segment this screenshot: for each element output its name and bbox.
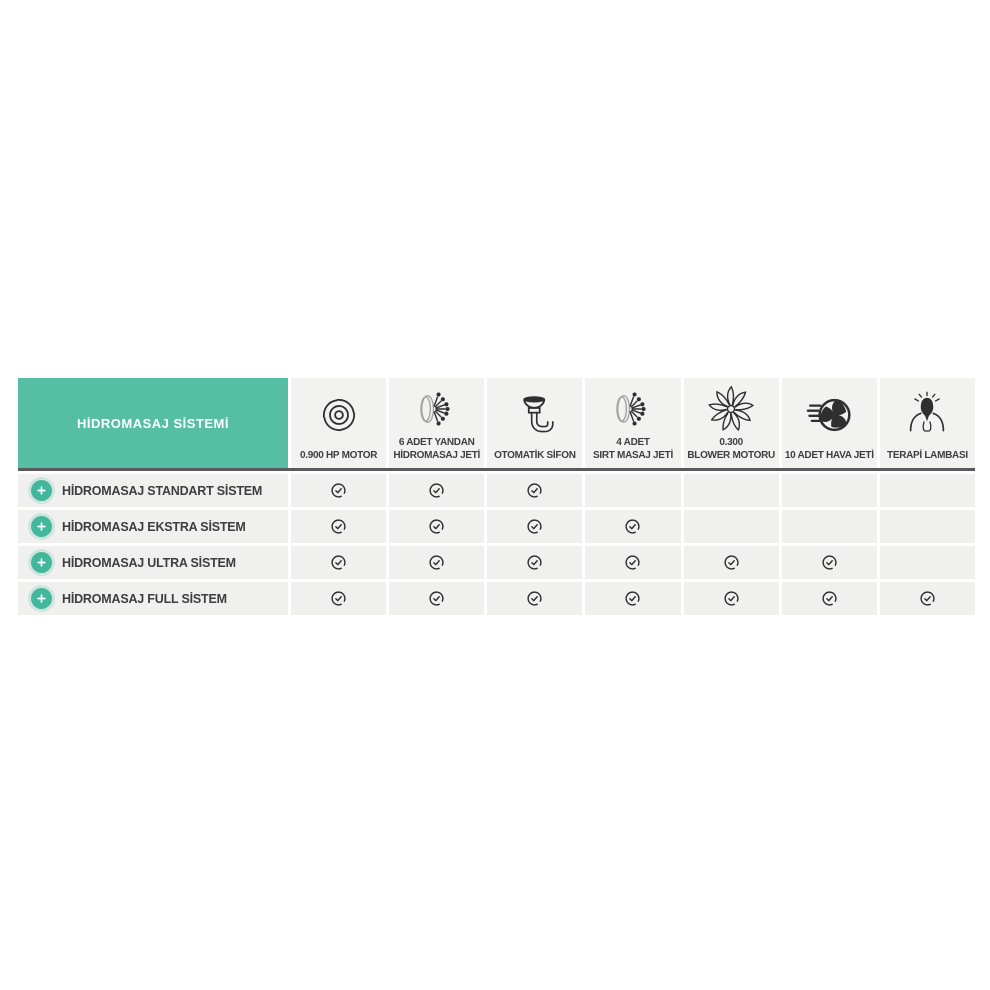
feature-included-cell — [781, 582, 877, 615]
therapy-lamp-icon — [900, 390, 954, 440]
feature-empty-cell — [879, 510, 975, 543]
feature-included-cell — [487, 582, 583, 615]
feature-empty-cell — [781, 510, 877, 543]
feature-included-cell — [291, 474, 387, 507]
system-row-label: HİDROMASAJ EKSTRA SİSTEM — [62, 519, 246, 534]
feature-included-cell — [585, 546, 681, 579]
feature-included-cell — [291, 546, 387, 579]
feature-included-cell — [683, 546, 779, 579]
check-icon — [624, 590, 641, 607]
header-divider — [18, 468, 975, 471]
feature-included-cell — [585, 582, 681, 615]
feature-included-cell — [781, 546, 877, 579]
check-icon — [428, 554, 445, 571]
feature-column-label: 4 ADET SIRT MASAJ JETİ — [593, 437, 673, 461]
feature-empty-cell — [585, 474, 681, 507]
plus-icon — [36, 485, 47, 496]
check-icon — [723, 590, 740, 607]
plus-icon — [36, 521, 47, 532]
system-row-header: HİDROMASAJ FULL SİSTEM — [18, 582, 288, 615]
motor-icon — [312, 390, 366, 440]
feature-column-header: 6 ADET YANDAN HİDROMASAJ JETİ — [389, 378, 485, 468]
feature-column-header: TERAPİ LAMBASI — [879, 378, 975, 468]
feature-column-header: 4 ADET SIRT MASAJ JETİ — [585, 378, 681, 468]
feature-included-cell — [389, 474, 485, 507]
check-icon — [428, 518, 445, 535]
plus-icon — [36, 557, 47, 568]
feature-comparison-table: HİDROMASAJ SİSTEMİ 0.900 HP MOTOR 6 ADET … — [18, 378, 975, 615]
feature-column-header: OTOMATİK SİFON — [487, 378, 583, 468]
expand-row-button[interactable] — [31, 588, 52, 609]
feature-column-header: 0.300 BLOWER MOTORU — [683, 378, 779, 468]
system-row-header: HİDROMASAJ STANDART SİSTEM — [18, 474, 288, 507]
check-icon — [428, 482, 445, 499]
check-icon — [821, 590, 838, 607]
feature-included-cell — [389, 510, 485, 543]
feature-included-cell — [487, 510, 583, 543]
back-jet-icon — [606, 384, 660, 434]
table-title: HİDROMASAJ SİSTEMİ — [76, 415, 229, 431]
system-row-header: HİDROMASAJ EKSTRA SİSTEM — [18, 510, 288, 543]
feature-empty-cell — [879, 546, 975, 579]
feature-column-label: 10 ADET HAVA JETİ — [784, 450, 874, 461]
feature-column-label: 0.900 HP MOTOR — [300, 450, 378, 461]
check-icon — [428, 590, 445, 607]
check-icon — [526, 518, 543, 535]
expand-row-button[interactable] — [31, 516, 52, 537]
feature-column-label: OTOMATİK SİFON — [494, 450, 576, 461]
check-icon — [526, 554, 543, 571]
check-icon — [330, 518, 347, 535]
feature-included-cell — [291, 582, 387, 615]
check-icon — [526, 482, 543, 499]
blower-icon — [704, 384, 758, 434]
hydro-jet-icon — [410, 384, 464, 434]
feature-column-label: 6 ADET YANDAN HİDROMASAJ JETİ — [393, 437, 481, 461]
feature-included-cell — [879, 582, 975, 615]
feature-column-label: 0.300 BLOWER MOTORU — [687, 437, 775, 461]
feature-empty-cell — [683, 474, 779, 507]
feature-included-cell — [683, 582, 779, 615]
system-row-label: HİDROMASAJ STANDART SİSTEM — [62, 483, 263, 498]
expand-row-button[interactable] — [31, 552, 52, 573]
feature-empty-cell — [683, 510, 779, 543]
table-title-cell: HİDROMASAJ SİSTEMİ — [18, 378, 288, 468]
feature-included-cell — [389, 546, 485, 579]
feature-column-header: 0.900 HP MOTOR — [291, 378, 387, 468]
table-header-row: HİDROMASAJ SİSTEMİ 0.900 HP MOTOR 6 ADET … — [18, 378, 975, 468]
check-icon — [723, 554, 740, 571]
check-icon — [330, 554, 347, 571]
table-body: HİDROMASAJ STANDART SİSTEM HİDROMASAJ EKS… — [18, 474, 975, 615]
check-icon — [919, 590, 936, 607]
expand-row-button[interactable] — [31, 480, 52, 501]
feature-column-label: TERAPİ LAMBASI — [887, 450, 968, 461]
system-row-header: HİDROMASAJ ULTRA SİSTEM — [18, 546, 288, 579]
check-icon — [821, 554, 838, 571]
system-row-label: HİDROMASAJ FULL SİSTEM — [62, 591, 227, 606]
feature-empty-cell — [879, 474, 975, 507]
feature-included-cell — [291, 510, 387, 543]
check-icon — [330, 590, 347, 607]
check-icon — [624, 518, 641, 535]
system-row-label: HİDROMASAJ ULTRA SİSTEM — [62, 555, 236, 570]
air-jet-icon — [802, 390, 856, 440]
siphon-icon — [508, 390, 562, 440]
plus-icon — [36, 593, 47, 604]
check-icon — [526, 590, 543, 607]
check-icon — [624, 554, 641, 571]
feature-included-cell — [487, 546, 583, 579]
feature-included-cell — [585, 510, 681, 543]
feature-empty-cell — [781, 474, 877, 507]
feature-column-header: 10 ADET HAVA JETİ — [781, 378, 877, 468]
check-icon — [330, 482, 347, 499]
feature-included-cell — [389, 582, 485, 615]
feature-included-cell — [487, 474, 583, 507]
